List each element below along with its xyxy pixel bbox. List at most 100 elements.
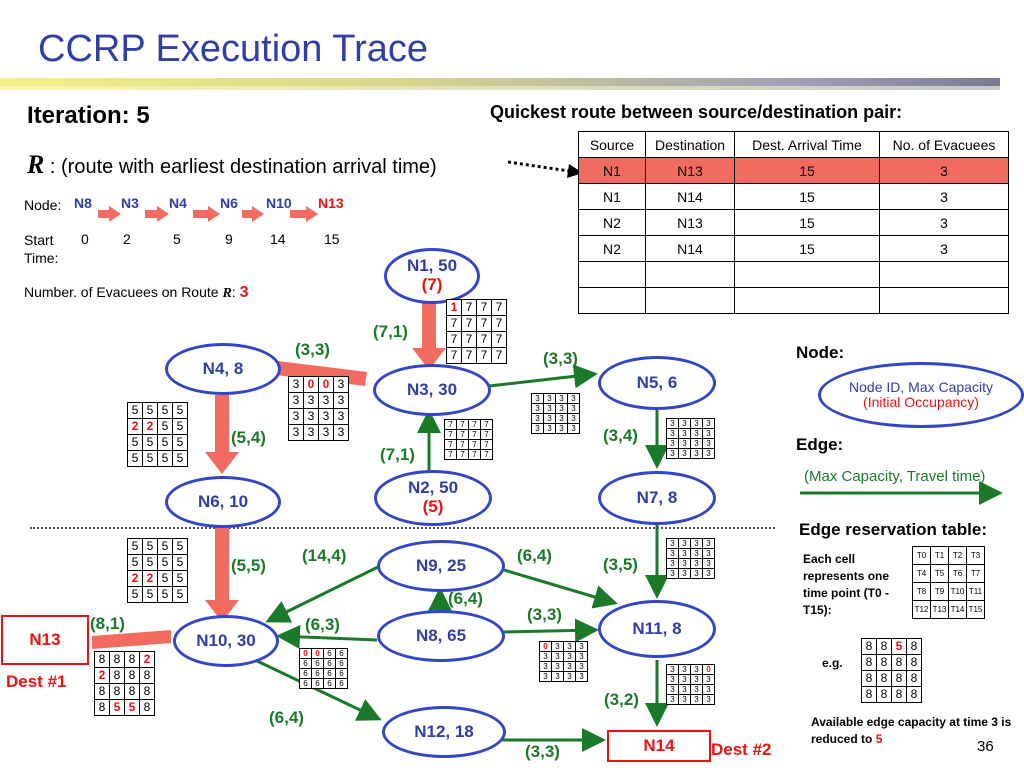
reservation-cell: 3 xyxy=(691,449,702,458)
node-n2[interactable]: N2, 50 (5) xyxy=(374,470,492,526)
reservation-cell: 7 xyxy=(457,450,468,459)
table-row xyxy=(578,287,1009,314)
node-n11[interactable]: N11, 8 xyxy=(598,600,716,658)
reservation-cell: T1 xyxy=(931,547,948,564)
node-n5[interactable]: N5, 6 xyxy=(598,356,716,410)
route-edge-n10-n13 xyxy=(92,630,171,649)
node-n10[interactable]: N10, 30 xyxy=(173,615,279,667)
route-edge-n4-n6 xyxy=(205,395,239,474)
reservation-cell: 6 xyxy=(312,679,323,688)
reservation-cell: 3 xyxy=(691,559,702,568)
reservation-cell: 3 xyxy=(540,652,551,661)
node-n12[interactable]: N12, 18 xyxy=(382,706,506,758)
reservation-cell: 8 xyxy=(862,671,876,686)
reservation-cell: 8 xyxy=(95,700,109,715)
node-n7[interactable]: N7, 8 xyxy=(598,471,716,525)
evacuees-label: Number. of Evacuees on Route xyxy=(24,284,219,300)
reservation-cell: 7 xyxy=(445,420,456,429)
reservation-cell: 5 xyxy=(128,403,142,418)
node-n3[interactable]: N3, 30 xyxy=(373,364,491,416)
reservation-cell: 3 xyxy=(544,394,555,403)
reservation-cell: 5 xyxy=(143,403,157,418)
node-label: N4, 8 xyxy=(202,358,244,378)
start-time-value: 2 xyxy=(123,231,131,247)
reservation-cell: 3 xyxy=(667,419,678,428)
cell: 15 xyxy=(734,209,880,236)
edge-n9-n11 xyxy=(503,568,618,609)
edge-label-n8-n11: (3,3) xyxy=(527,605,562,624)
reservation-cell: 3 xyxy=(679,665,690,674)
route-arrow-icon xyxy=(290,206,318,227)
reservation-cell: 7 xyxy=(481,440,492,449)
reservation-cell: 3 xyxy=(334,377,348,392)
reservation-cell: 5 xyxy=(128,587,142,602)
reservation-cell: 6 xyxy=(336,649,347,658)
reservation-cell: T14 xyxy=(949,601,966,618)
reservation-cell: 6 xyxy=(300,669,311,678)
reservation-cell: 3 xyxy=(667,569,678,578)
reservation-cell: 8 xyxy=(140,684,154,699)
reservation-cell: 7 xyxy=(445,440,456,449)
reservation-cell: 0 xyxy=(540,642,551,651)
table-row: N2 N14 15 3 xyxy=(578,235,1009,262)
edge-label-n12-n14: (3,3) xyxy=(525,742,560,761)
node-label: N12, 18 xyxy=(414,721,474,741)
reservation-cell: 8 xyxy=(862,655,876,670)
reservation-cell: 7 xyxy=(492,316,506,331)
reservation-cell: 5 xyxy=(173,419,187,434)
reservation-cell: 5 xyxy=(173,587,187,602)
node-occupancy: (7) xyxy=(421,275,443,294)
reservation-cell: 3 xyxy=(703,449,714,458)
reservation-cell: 5 xyxy=(173,403,187,418)
route-node-n8: N8 xyxy=(74,195,92,211)
reservation-cell: 3 xyxy=(568,424,579,433)
edge-label-n11-n14: (3,2) xyxy=(604,690,639,709)
reservation-cell: 3 xyxy=(667,449,678,458)
reservation-cell: 7 xyxy=(492,332,506,347)
reservation-cell: 8 xyxy=(892,671,906,686)
reservation-cell: 5 xyxy=(128,539,142,554)
reservation-cell: 3 xyxy=(576,652,587,661)
evacuees-route-symbol: R xyxy=(222,286,232,301)
reservation-cell: 7 xyxy=(447,316,461,331)
node-label: N5, 6 xyxy=(636,372,678,392)
start-time-label: Start Time: xyxy=(24,232,59,266)
reservation-cell: 3 xyxy=(544,404,555,413)
reservation-cell: 3 xyxy=(289,425,303,440)
reservation-cell: 3 xyxy=(532,414,543,423)
reservation-cell: 3 xyxy=(540,672,551,681)
reservation-cell: 7 xyxy=(457,440,468,449)
node-n13-destination[interactable]: N13 xyxy=(1,615,89,665)
reservation-cell: 3 xyxy=(703,559,714,568)
reservation-cell: 7 xyxy=(477,348,491,363)
start-time-value: 5 xyxy=(173,231,181,247)
node-n4[interactable]: N4, 8 xyxy=(165,343,281,395)
reservation-cell: 5 xyxy=(173,555,187,570)
node-n9[interactable]: N9, 25 xyxy=(377,540,505,592)
reservation-cell: 3 xyxy=(679,439,690,448)
reservation-cell: 3 xyxy=(556,414,567,423)
edge-n10-n12 xyxy=(254,658,382,721)
route-definition: R : (route with earliest destination arr… xyxy=(27,150,437,180)
start-time-value: 15 xyxy=(324,231,340,247)
start-time-value: 0 xyxy=(81,231,89,247)
node-n6[interactable]: N6, 10 xyxy=(165,476,281,528)
reservation-cell: 5 xyxy=(128,451,142,466)
node-n1[interactable]: N1, 50 (7) xyxy=(384,248,480,304)
evacuees-value: 3 xyxy=(239,284,249,301)
reservation-cell: 3 xyxy=(552,662,563,671)
reservation-cell: 3 xyxy=(691,569,702,578)
reservation-cell: T9 xyxy=(931,583,948,600)
cell: N2 xyxy=(578,235,646,262)
node-label: N7, 8 xyxy=(636,487,678,507)
route-node-n13: N13 xyxy=(318,195,344,211)
reservation-cell: 3 xyxy=(564,662,575,671)
edge-n8-n11 xyxy=(503,618,599,643)
node-n14-destination[interactable]: N14 xyxy=(607,730,711,762)
node-n8[interactable]: N8, 65 xyxy=(377,610,505,662)
reservation-cell: 5 xyxy=(173,571,187,586)
